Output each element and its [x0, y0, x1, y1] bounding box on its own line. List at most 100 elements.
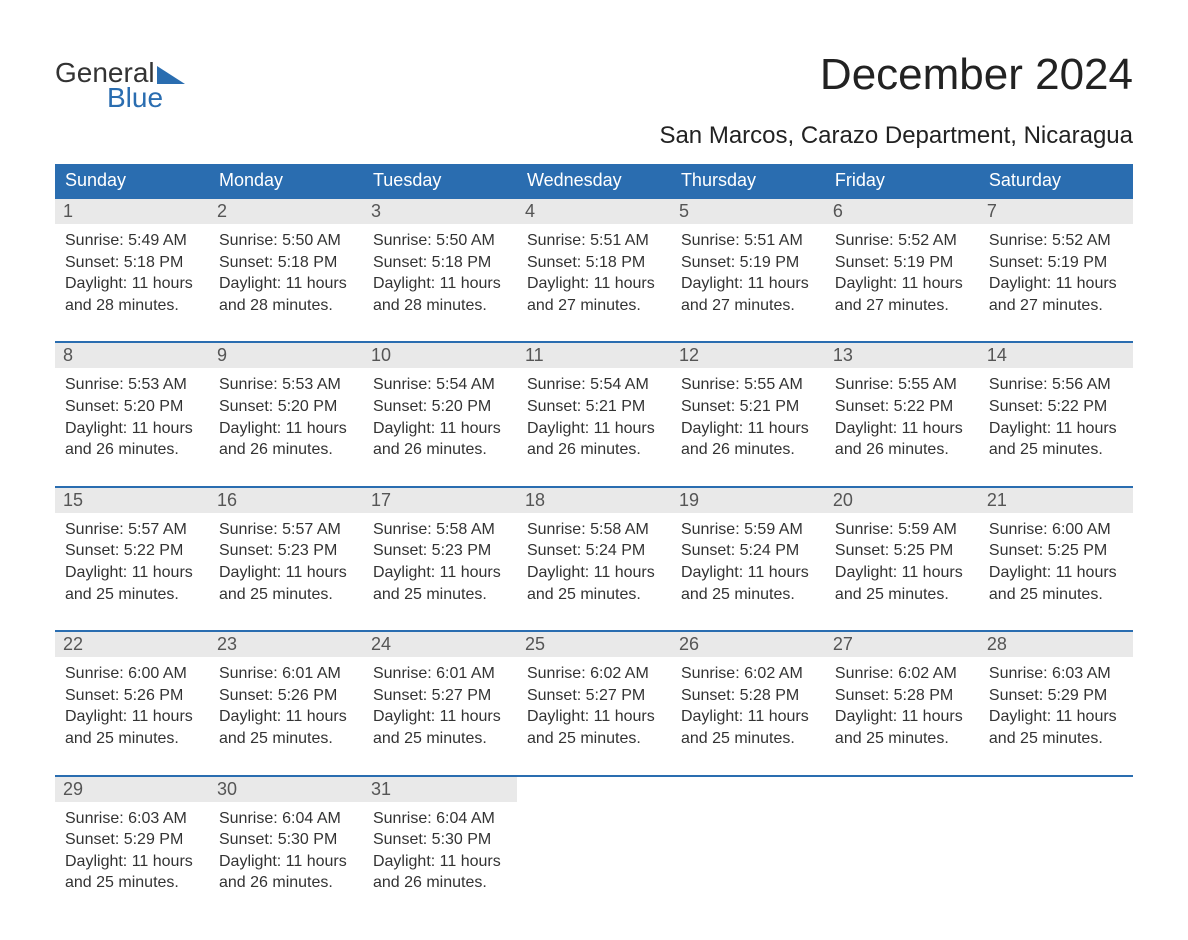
- day-number-cell: 7: [979, 199, 1133, 224]
- header: General Blue December 2024 San Marcos, C…: [55, 50, 1133, 160]
- sunset-text: Sunset: 5:27 PM: [373, 685, 507, 707]
- dow-friday: Friday: [825, 164, 979, 198]
- daylight-line2: and 26 minutes.: [373, 439, 507, 461]
- daylight-line1: Daylight: 11 hours: [527, 562, 661, 584]
- sunset-text: Sunset: 5:26 PM: [219, 685, 353, 707]
- day-number-row: 891011121314: [55, 343, 1133, 368]
- sunrise-text: Sunrise: 5:58 AM: [373, 519, 507, 541]
- day-number-cell: 4: [517, 199, 671, 224]
- sunrise-text: Sunrise: 5:59 AM: [835, 519, 969, 541]
- day-cell: Sunrise: 5:50 AMSunset: 5:18 PMDaylight:…: [363, 224, 517, 322]
- daylight-line1: Daylight: 11 hours: [219, 851, 353, 873]
- dow-thursday: Thursday: [671, 164, 825, 198]
- sunset-text: Sunset: 5:21 PM: [527, 396, 661, 418]
- week-spacer: [55, 611, 1133, 631]
- sunset-text: Sunset: 5:19 PM: [835, 252, 969, 274]
- dow-sunday: Sunday: [55, 164, 209, 198]
- daylight-line1: Daylight: 11 hours: [835, 418, 969, 440]
- daylight-line1: Daylight: 11 hours: [65, 851, 199, 873]
- day-cell: Sunrise: 5:54 AMSunset: 5:21 PMDaylight:…: [517, 368, 671, 466]
- day-data-row: Sunrise: 6:03 AMSunset: 5:29 PMDaylight:…: [55, 802, 1133, 900]
- sunset-text: Sunset: 5:26 PM: [65, 685, 199, 707]
- day-number-cell: 11: [517, 343, 671, 368]
- day-number-cell: 29: [55, 777, 209, 802]
- sunrise-text: Sunrise: 6:03 AM: [65, 808, 199, 830]
- sunset-text: Sunset: 5:20 PM: [373, 396, 507, 418]
- daylight-line2: and 26 minutes.: [681, 439, 815, 461]
- day-number-cell: 31: [363, 777, 517, 802]
- day-cell: Sunrise: 6:02 AMSunset: 5:28 PMDaylight:…: [825, 657, 979, 755]
- sunrise-text: Sunrise: 5:58 AM: [527, 519, 661, 541]
- day-cell: Sunrise: 5:53 AMSunset: 5:20 PMDaylight:…: [55, 368, 209, 466]
- daylight-line2: and 25 minutes.: [373, 728, 507, 750]
- sunset-text: Sunset: 5:19 PM: [681, 252, 815, 274]
- daylight-line2: and 27 minutes.: [989, 295, 1123, 317]
- sunrise-text: Sunrise: 6:00 AM: [65, 663, 199, 685]
- daylight-line2: and 25 minutes.: [989, 728, 1123, 750]
- day-number-cell: 8: [55, 343, 209, 368]
- sunrise-text: Sunrise: 6:01 AM: [373, 663, 507, 685]
- daylight-line2: and 26 minutes.: [373, 872, 507, 894]
- sunrise-text: Sunrise: 6:04 AM: [219, 808, 353, 830]
- day-number-cell: 5: [671, 199, 825, 224]
- day-cell: Sunrise: 6:01 AMSunset: 5:27 PMDaylight:…: [363, 657, 517, 755]
- daylight-line2: and 27 minutes.: [681, 295, 815, 317]
- day-number-row: 1234567: [55, 199, 1133, 224]
- daylight-line2: and 25 minutes.: [65, 728, 199, 750]
- sunset-text: Sunset: 5:24 PM: [527, 540, 661, 562]
- daylight-line1: Daylight: 11 hours: [219, 562, 353, 584]
- daylight-line1: Daylight: 11 hours: [373, 706, 507, 728]
- day-data-row: Sunrise: 5:49 AMSunset: 5:18 PMDaylight:…: [55, 224, 1133, 322]
- daylight-line2: and 26 minutes.: [835, 439, 969, 461]
- daylight-line2: and 28 minutes.: [219, 295, 353, 317]
- day-number-row: 15161718192021: [55, 488, 1133, 513]
- day-cell: Sunrise: 5:58 AMSunset: 5:23 PMDaylight:…: [363, 513, 517, 611]
- sunrise-text: Sunrise: 5:49 AM: [65, 230, 199, 252]
- day-cell: Sunrise: 5:49 AMSunset: 5:18 PMDaylight:…: [55, 224, 209, 322]
- daylight-line1: Daylight: 11 hours: [989, 273, 1123, 295]
- month-title: December 2024: [659, 50, 1133, 100]
- day-cell: Sunrise: 5:59 AMSunset: 5:24 PMDaylight:…: [671, 513, 825, 611]
- day-number-cell: 16: [209, 488, 363, 513]
- sunset-text: Sunset: 5:25 PM: [835, 540, 969, 562]
- dow-monday: Monday: [209, 164, 363, 198]
- day-number-cell: 3: [363, 199, 517, 224]
- daylight-line1: Daylight: 11 hours: [65, 706, 199, 728]
- daylight-line1: Daylight: 11 hours: [65, 273, 199, 295]
- daylight-line2: and 28 minutes.: [373, 295, 507, 317]
- sunrise-text: Sunrise: 6:02 AM: [527, 663, 661, 685]
- day-cell: Sunrise: 5:51 AMSunset: 5:18 PMDaylight:…: [517, 224, 671, 322]
- day-number-cell: [517, 777, 671, 802]
- daylight-line1: Daylight: 11 hours: [681, 273, 815, 295]
- sunset-text: Sunset: 5:25 PM: [989, 540, 1123, 562]
- sunset-text: Sunset: 5:22 PM: [65, 540, 199, 562]
- day-cell: Sunrise: 6:00 AMSunset: 5:26 PMDaylight:…: [55, 657, 209, 755]
- daylight-line1: Daylight: 11 hours: [373, 562, 507, 584]
- sunrise-text: Sunrise: 5:51 AM: [527, 230, 661, 252]
- sunset-text: Sunset: 5:22 PM: [835, 396, 969, 418]
- day-cell: [979, 802, 1133, 900]
- daylight-line2: and 25 minutes.: [219, 584, 353, 606]
- calendar-table: Sunday Monday Tuesday Wednesday Thursday…: [55, 164, 1133, 900]
- sunrise-text: Sunrise: 5:55 AM: [681, 374, 815, 396]
- location: San Marcos, Carazo Department, Nicaragua: [659, 122, 1133, 150]
- sunrise-text: Sunrise: 5:50 AM: [219, 230, 353, 252]
- sunrise-text: Sunrise: 6:02 AM: [681, 663, 815, 685]
- daylight-line2: and 25 minutes.: [835, 728, 969, 750]
- sunrise-text: Sunrise: 6:03 AM: [989, 663, 1123, 685]
- day-cell: [671, 802, 825, 900]
- daylight-line2: and 27 minutes.: [527, 295, 661, 317]
- daylight-line2: and 25 minutes.: [681, 728, 815, 750]
- day-cell: Sunrise: 5:54 AMSunset: 5:20 PMDaylight:…: [363, 368, 517, 466]
- calendar-body: 1234567Sunrise: 5:49 AMSunset: 5:18 PMDa…: [55, 198, 1133, 900]
- day-cell: Sunrise: 5:53 AMSunset: 5:20 PMDaylight:…: [209, 368, 363, 466]
- daylight-line1: Daylight: 11 hours: [835, 706, 969, 728]
- sunrise-text: Sunrise: 5:52 AM: [835, 230, 969, 252]
- week-spacer: [55, 756, 1133, 776]
- day-number-cell: 15: [55, 488, 209, 513]
- day-number-cell: 27: [825, 632, 979, 657]
- daylight-line2: and 25 minutes.: [527, 728, 661, 750]
- day-number-cell: [979, 777, 1133, 802]
- day-cell: Sunrise: 5:55 AMSunset: 5:21 PMDaylight:…: [671, 368, 825, 466]
- daylight-line1: Daylight: 11 hours: [219, 273, 353, 295]
